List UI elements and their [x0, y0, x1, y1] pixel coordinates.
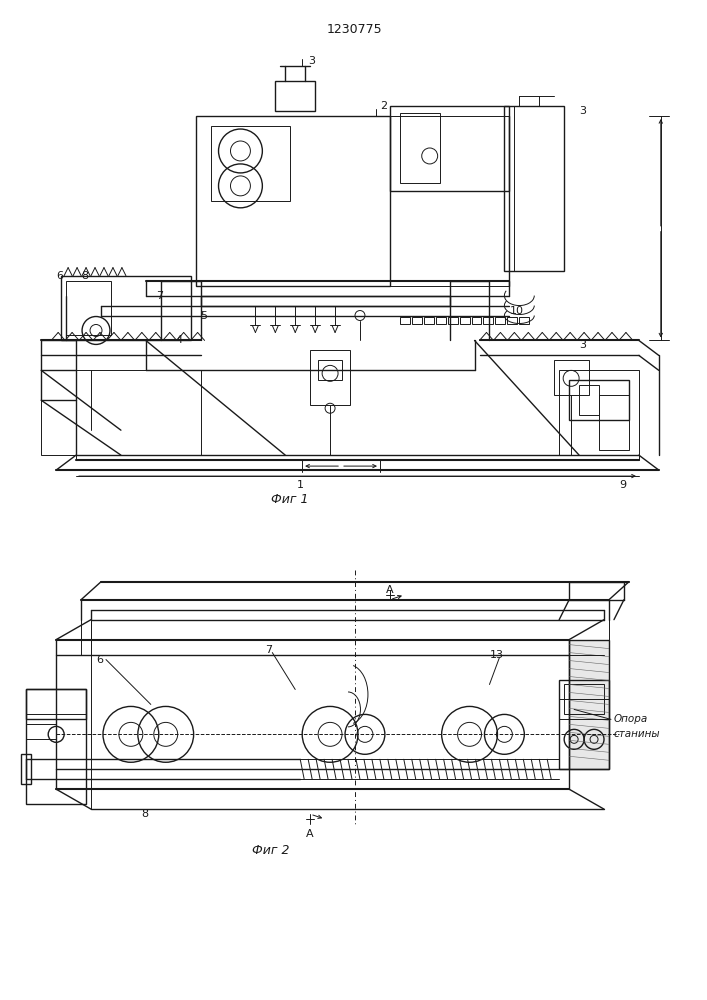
Text: 9: 9 [619, 480, 626, 490]
Bar [564, 684, 604, 714]
Bar [275, 81, 315, 111]
Bar [436, 317, 445, 324]
Bar [504, 106, 564, 271]
Text: 8: 8 [141, 809, 148, 819]
Bar [599, 395, 629, 450]
Text: 3: 3 [579, 106, 586, 116]
Bar [569, 380, 629, 420]
Bar [460, 317, 469, 324]
Text: 6: 6 [56, 271, 63, 281]
Text: Опора: Опора [614, 714, 648, 724]
Text: 7: 7 [265, 645, 272, 655]
Bar [559, 370, 639, 455]
Text: 7: 7 [156, 291, 163, 301]
Bar [423, 317, 433, 324]
Text: 1: 1 [297, 480, 304, 490]
Bar [579, 385, 599, 415]
Text: 3: 3 [579, 340, 586, 350]
Bar [448, 317, 457, 324]
Bar [61, 276, 191, 340]
Text: 13: 13 [489, 650, 503, 660]
Bar [211, 126, 291, 201]
Text: A: A [386, 585, 394, 595]
Text: 8: 8 [81, 271, 88, 281]
Bar [569, 640, 609, 769]
Bar [472, 317, 481, 324]
Bar [26, 689, 86, 804]
Bar [310, 350, 350, 405]
Bar [196, 116, 390, 286]
Text: A: A [306, 829, 314, 839]
Text: станины: станины [614, 729, 660, 739]
Bar [484, 317, 493, 324]
Bar [390, 106, 509, 191]
Text: Фиг 2: Фиг 2 [252, 844, 289, 857]
Text: 3: 3 [308, 56, 315, 66]
Text: Фиг 1: Фиг 1 [271, 493, 309, 506]
Bar [508, 317, 518, 324]
Bar [41, 370, 201, 455]
Bar [318, 360, 342, 380]
Bar [554, 360, 589, 395]
Bar [66, 281, 111, 335]
Bar [400, 317, 410, 324]
Bar [26, 689, 86, 719]
Bar [520, 317, 530, 324]
Text: 6: 6 [96, 655, 103, 665]
Bar [400, 113, 440, 183]
Text: 10: 10 [509, 306, 523, 316]
Bar [21, 754, 31, 784]
Bar [411, 317, 422, 324]
Text: 4: 4 [176, 335, 183, 345]
Text: 2: 2 [380, 101, 387, 111]
Text: 5: 5 [201, 311, 208, 321]
Text: 1230775: 1230775 [326, 23, 382, 36]
Bar [559, 680, 609, 769]
Bar [496, 317, 506, 324]
